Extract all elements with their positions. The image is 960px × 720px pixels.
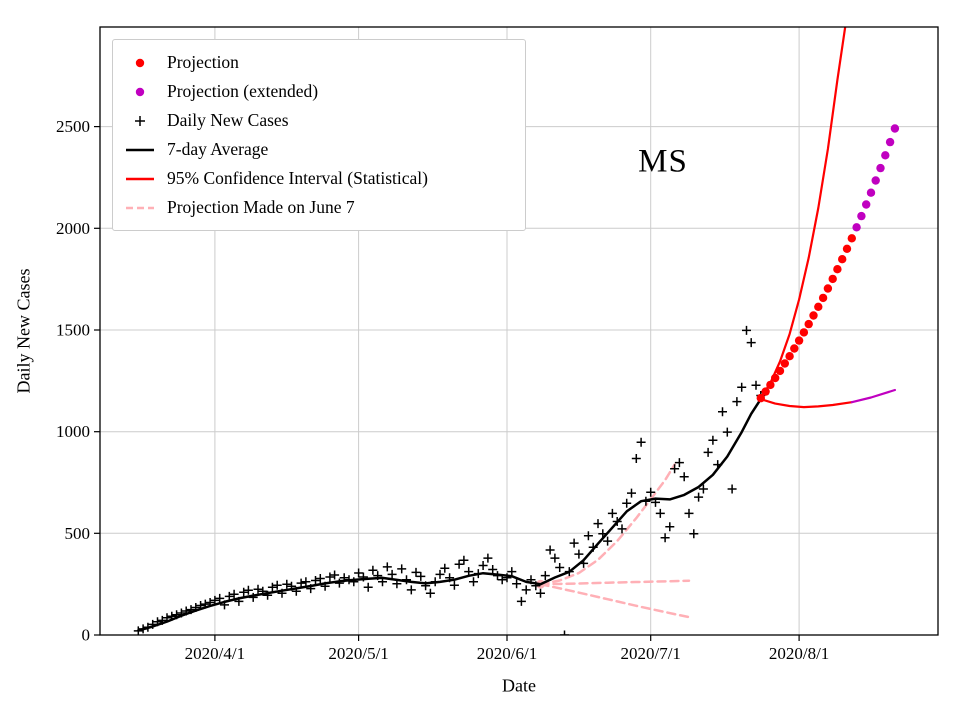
legend-label: 95% Confidence Interval (Statistical) xyxy=(167,168,428,188)
legend-entry: Projection xyxy=(123,48,515,77)
y-axis-label: Daily New Cases xyxy=(13,268,34,394)
x-tick-label: 2020/5/1 xyxy=(328,644,388,663)
projection-dots xyxy=(785,352,794,361)
projection-extended-dots xyxy=(862,200,871,209)
state-annotation: MS xyxy=(638,143,688,180)
y-tick-label: 1500 xyxy=(56,321,90,340)
legend-line-marker-icon xyxy=(126,148,154,151)
projection-extended-dots xyxy=(885,137,895,147)
projection-extended-dots xyxy=(881,151,890,160)
june7-projection-lower-line xyxy=(539,582,691,619)
ci-lower-extended-line xyxy=(850,388,897,404)
y-tick-label: 2000 xyxy=(56,219,90,238)
projection-dots xyxy=(833,265,842,274)
x-tick-label: 2020/6/1 xyxy=(477,644,537,663)
projection-extended-dots xyxy=(857,211,866,221)
june7-projection-central-line xyxy=(539,579,691,586)
projection-dots xyxy=(847,234,856,243)
projection-dots xyxy=(790,344,799,353)
ci-upper-line xyxy=(759,27,847,400)
projection-dots xyxy=(756,393,765,403)
legend-label: Projection xyxy=(167,52,239,72)
legend-label: Projection (extended) xyxy=(167,81,319,101)
projection-dots xyxy=(804,319,813,329)
projection-dots xyxy=(761,387,770,396)
projection-dots xyxy=(828,274,837,284)
projection-dots xyxy=(818,293,828,303)
x-tick-label: 2020/4/1 xyxy=(185,644,245,663)
projection-extended-dots xyxy=(852,223,861,232)
legend-label: Daily New Cases xyxy=(167,110,289,130)
daily-new-cases-points xyxy=(133,325,766,635)
x-tick-label: 2020/7/1 xyxy=(620,644,680,663)
projection-dots xyxy=(809,311,818,320)
projection-dots xyxy=(794,336,804,345)
legend-entry: Projection (extended) xyxy=(123,77,515,106)
legend-dot-marker-icon xyxy=(135,58,145,67)
legend-label: 7-day Average xyxy=(167,139,269,159)
legend-dot-marker-icon xyxy=(135,87,145,96)
legend-entry: Projection Made on June 7 xyxy=(123,193,515,222)
legend-plus-marker-icon xyxy=(135,115,145,126)
y-tick-label: 2500 xyxy=(56,117,90,136)
projection-dots xyxy=(766,380,775,390)
projection-dots xyxy=(823,284,833,293)
projection-dots xyxy=(814,302,823,311)
x-tick-label: 2020/8/1 xyxy=(769,644,829,663)
legend-dashed-marker-icon xyxy=(126,206,154,209)
projection-extended-dots xyxy=(866,188,876,197)
projection-dots xyxy=(842,244,852,253)
plot-border xyxy=(99,26,939,636)
projection-extended-dots xyxy=(876,163,885,173)
projection-dots xyxy=(775,366,785,376)
y-tick-label: 1000 xyxy=(56,422,90,441)
legend-entry: Daily New Cases xyxy=(123,106,515,135)
projection-extended-dots xyxy=(890,124,900,133)
seven-day-average-line xyxy=(137,397,763,632)
legend-label: Projection Made on June 7 xyxy=(167,197,355,217)
legend-line-marker-icon xyxy=(126,177,154,180)
projection-dots xyxy=(771,373,780,383)
projection-dots xyxy=(838,255,847,264)
legend-entry: 95% Confidence Interval (Statistical) xyxy=(123,164,515,193)
x-axis-label: Date xyxy=(502,675,536,696)
projection-dots xyxy=(799,328,809,337)
ci-lower-line xyxy=(759,398,853,409)
legend-entry: 7-day Average xyxy=(123,135,515,164)
june7-projection-upper-line xyxy=(539,463,676,586)
projection-extended-dots xyxy=(871,176,880,185)
y-tick-label: 500 xyxy=(65,524,91,543)
y-tick-label: 0 xyxy=(82,626,91,645)
legend: Projection Projection (extended) Daily New… xyxy=(112,39,526,231)
projection-dots xyxy=(780,359,789,368)
